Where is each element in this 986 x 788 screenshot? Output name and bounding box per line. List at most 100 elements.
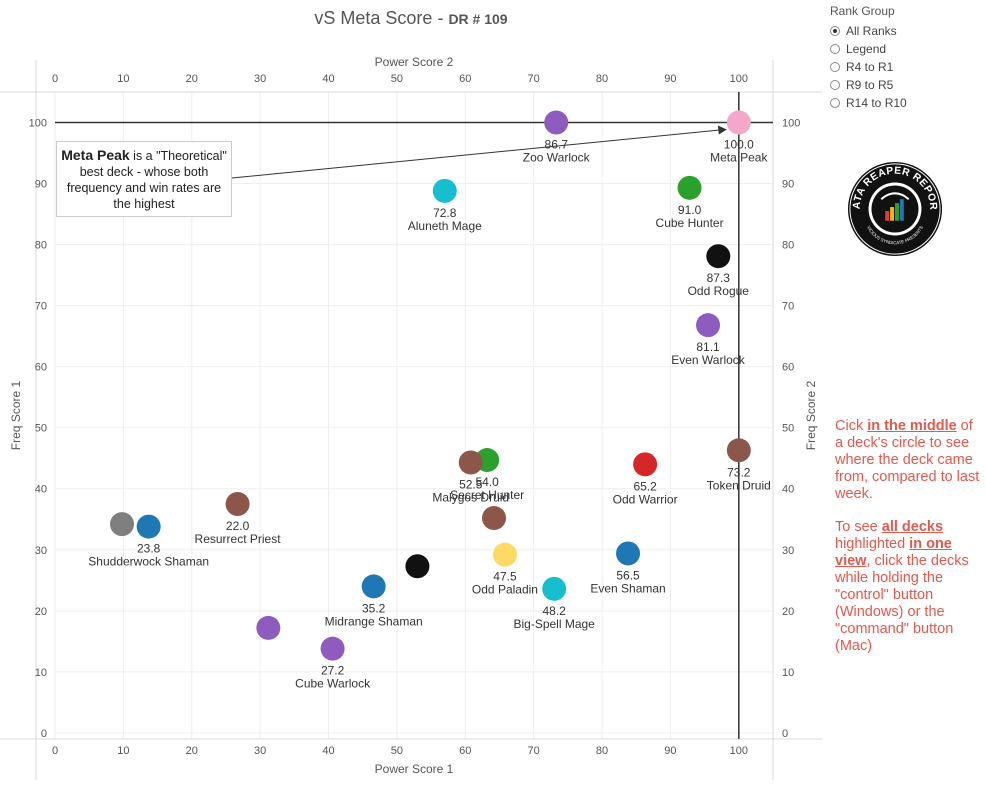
help-paragraph-2: To see all decks highlighted in one view… — [835, 519, 969, 654]
tick-label-x-top: 30 — [254, 73, 266, 85]
tick-label-y-right: 80 — [782, 240, 794, 252]
callout-text: is a "Theoretical" best deck - whose bot… — [66, 149, 227, 211]
rank-group-title: Rank Group — [830, 4, 895, 18]
deck-name-label: Odd Rogue — [688, 284, 750, 298]
tick-label-y-right: 30 — [782, 545, 794, 557]
tick-label-x-bottom: 10 — [117, 745, 129, 757]
page-title: vS Meta Score - DR # 109 — [0, 8, 822, 29]
axis-title-y-left: Freq Score 1 — [9, 380, 23, 450]
deck-score-label: 72.8 — [433, 206, 457, 220]
help-paragraph-1: Cick in the middle of a deck's circle to… — [835, 418, 980, 502]
tick-label-y-left: 20 — [35, 606, 47, 618]
deck-point — [726, 438, 751, 463]
radio-icon[interactable] — [830, 80, 840, 90]
tick-label-y-right: 90 — [782, 179, 794, 191]
deck-score-label: 52.5 — [459, 477, 483, 491]
deck-name-label: Zoo Warlock — [523, 151, 591, 165]
deck-name-label: Big-Spell Mage — [513, 617, 595, 631]
rank-group-filter: Rank Group All Ranks Legend R4 to R1 R9 to … — [830, 4, 907, 112]
meta-peak-callout: Meta Peak is a "Theoretical" best deck -… — [56, 141, 232, 217]
axis-title-x-bottom: Power Score 1 — [375, 762, 454, 776]
deck-score-label: 35.2 — [362, 601, 386, 615]
deck-name-label: Even Warlock — [671, 353, 746, 367]
rank-option[interactable]: R9 to R5 — [830, 76, 907, 94]
deck-point — [706, 244, 731, 269]
callout-arrow-head — [717, 125, 727, 135]
rank-option[interactable]: R4 to R1 — [830, 58, 907, 76]
tick-label-y-right: 10 — [782, 667, 794, 679]
rank-option[interactable]: Legend — [830, 40, 907, 58]
deck-point — [544, 110, 569, 135]
tick-label-x-top: 100 — [730, 73, 748, 85]
tick-label-x-top: 70 — [528, 73, 540, 85]
help-text: Cick in the middle of a deck's circle to… — [835, 418, 983, 671]
tick-label-x-top: 50 — [391, 73, 403, 85]
deck-point — [320, 636, 345, 661]
deck-point — [482, 506, 507, 531]
tick-label-x-bottom: 40 — [322, 745, 334, 757]
deck-score-label: 54.0 — [475, 475, 499, 489]
tick-label-x-bottom: 70 — [528, 745, 540, 757]
tick-label-x-top: 40 — [322, 73, 334, 85]
tick-label-y-left: 90 — [35, 179, 47, 191]
tick-label-y-left: 0 — [41, 728, 47, 740]
tick-label-x-top: 0 — [52, 73, 58, 85]
tick-label-x-bottom: 50 — [391, 745, 403, 757]
tick-label-x-top: 60 — [459, 73, 471, 85]
deck-score-label: 22.0 — [226, 519, 250, 533]
deck-name-label: Token Druid — [707, 478, 771, 492]
rank-option-label: R14 to R10 — [846, 96, 907, 110]
tick-label-x-bottom: 100 — [730, 745, 748, 757]
rank-option[interactable]: R14 to R10 — [830, 94, 907, 112]
data-reaper-report-logo: DATA REAPER REPORT VICIOUS SYNDICATE PRE… — [846, 160, 943, 257]
callout-strong: Meta Peak — [61, 147, 130, 163]
deck-point — [225, 492, 250, 517]
deck-name-label: Meta Peak — [710, 151, 768, 165]
tick-label-y-left: 30 — [35, 545, 47, 557]
tick-label-x-bottom: 30 — [254, 745, 266, 757]
tick-label-y-left: 10 — [35, 667, 47, 679]
tick-label-y-left: 100 — [29, 118, 47, 130]
tick-label-x-top: 20 — [186, 73, 198, 85]
deck-score-label: 73.2 — [727, 465, 751, 479]
tick-label-y-right: 50 — [782, 423, 794, 435]
deck-name-label: Cube Warlock — [295, 677, 371, 691]
tick-label-x-top: 90 — [664, 73, 676, 85]
deck-name-label: Odd Warrior — [613, 492, 678, 506]
radio-icon[interactable] — [830, 98, 840, 108]
radio-icon[interactable] — [830, 62, 840, 72]
deck-name-label: Midrange Shaman — [325, 614, 423, 628]
tick-label-x-bottom: 0 — [52, 745, 58, 757]
deck-score-label: 48.2 — [543, 604, 567, 618]
rank-option[interactable]: All Ranks — [830, 22, 907, 40]
deck-score-label: 27.2 — [321, 664, 345, 678]
deck-score-label: 81.1 — [696, 340, 720, 354]
tick-label-x-bottom: 90 — [664, 745, 676, 757]
axis-title-x-top: Power Score 2 — [375, 55, 454, 69]
tick-label-x-bottom: 60 — [459, 745, 471, 757]
deck-point — [677, 175, 702, 200]
callout-arrow-line — [231, 129, 725, 179]
tick-label-y-left: 60 — [35, 362, 47, 374]
tick-label-x-bottom: 20 — [186, 745, 198, 757]
radio-icon[interactable] — [830, 44, 840, 54]
deck-name-label: Resurrect Priest — [195, 532, 282, 546]
tick-label-y-right: 40 — [782, 484, 794, 496]
deck-score-label: 23.8 — [137, 542, 161, 556]
deck-point — [492, 542, 517, 567]
deck-point — [726, 110, 751, 135]
tick-label-y-left: 40 — [35, 484, 47, 496]
deck-point — [633, 452, 658, 477]
deck-name-label: Odd Paladin — [472, 583, 538, 597]
deck-name-label: Aluneth Mage — [408, 219, 482, 233]
deck-point — [542, 576, 567, 601]
deck-point — [432, 178, 457, 203]
rank-option-label: All Ranks — [846, 24, 897, 38]
deck-score-label: 56.5 — [616, 568, 640, 582]
tick-label-y-right: 100 — [782, 118, 800, 130]
tick-label-x-top: 80 — [596, 73, 608, 85]
deck-point — [458, 450, 483, 475]
radio-icon[interactable] — [830, 26, 840, 36]
deck-point — [256, 615, 281, 640]
deck-score-label: 91.0 — [678, 203, 702, 217]
